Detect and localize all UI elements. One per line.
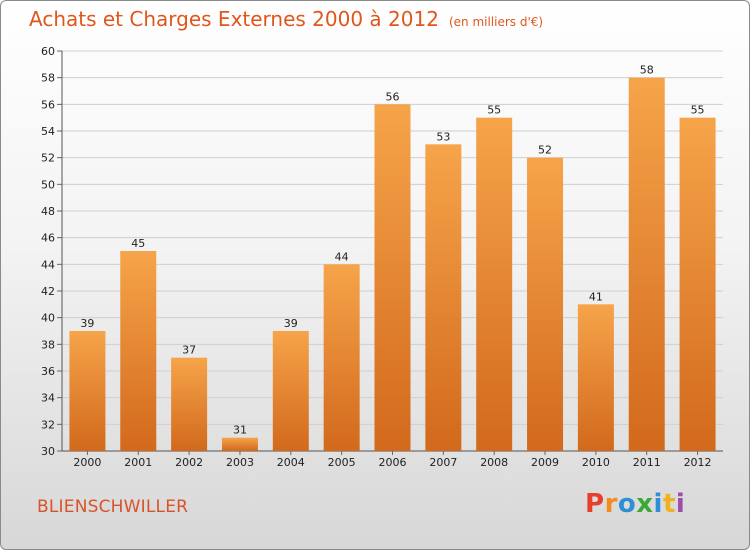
data-label: 52 <box>538 144 552 157</box>
data-label: 56 <box>386 90 400 103</box>
bar <box>272 331 309 451</box>
chart-title: Achats et Charges Externes 2000 à 2012 (e… <box>29 7 543 31</box>
x-tick-label: 2002 <box>175 456 203 469</box>
y-tick-label: 42 <box>41 285 55 298</box>
x-tick-label: 2000 <box>73 456 101 469</box>
data-label: 37 <box>182 344 196 357</box>
bar <box>476 117 513 452</box>
data-label: 53 <box>436 130 450 143</box>
proxiti-logo: Proxiti <box>585 489 685 519</box>
data-label: 31 <box>233 424 247 437</box>
x-tick-label: 2001 <box>124 456 152 469</box>
y-tick-label: 46 <box>41 232 55 245</box>
bar <box>527 157 564 451</box>
y-tick-label: 44 <box>41 258 55 271</box>
bar <box>679 117 716 452</box>
y-tick-label: 56 <box>41 98 55 111</box>
bar <box>577 304 614 451</box>
x-tick-label: 2003 <box>226 456 254 469</box>
logo-letter: i <box>675 489 686 519</box>
x-tick-label: 2009 <box>531 456 559 469</box>
bar <box>374 104 411 451</box>
logo-letter: P <box>585 489 605 519</box>
data-label: 55 <box>487 104 501 117</box>
data-label: 44 <box>335 250 349 263</box>
logo-letter: x <box>636 489 654 519</box>
bar <box>221 437 258 451</box>
x-tick-label: 2008 <box>480 456 508 469</box>
y-tick-label: 36 <box>41 365 55 378</box>
commune-name: BLIENSCHWILLER <box>37 497 189 517</box>
logo-letter: r <box>604 489 618 519</box>
y-tick-label: 34 <box>41 392 55 405</box>
y-tick-label: 48 <box>41 205 55 218</box>
bar <box>120 251 157 451</box>
data-label: 45 <box>131 237 145 250</box>
bar <box>171 357 208 451</box>
chart-unit: (en milliers d'€) <box>448 15 544 29</box>
x-tick-label: 2012 <box>684 456 712 469</box>
bar <box>69 331 106 451</box>
bar <box>628 77 665 452</box>
bar <box>323 264 360 451</box>
y-tick-label: 58 <box>41 72 55 85</box>
x-tick-label: 2007 <box>429 456 457 469</box>
y-tick-label: 52 <box>41 152 55 165</box>
bar <box>425 144 462 452</box>
x-tick-label: 2005 <box>328 456 356 469</box>
x-tick-label: 2011 <box>633 456 661 469</box>
y-tick-label: 50 <box>41 178 55 191</box>
y-tick-label: 32 <box>41 418 55 431</box>
logo-letter: i <box>653 489 663 519</box>
x-tick-label: 2010 <box>582 456 610 469</box>
y-tick-label: 40 <box>41 312 55 325</box>
logo-letter: o <box>617 489 637 519</box>
data-label: 39 <box>80 317 94 330</box>
y-tick-label: 38 <box>41 338 55 351</box>
chart-title-text: Achats et Charges Externes 2000 à 2012 <box>29 7 439 31</box>
y-tick-label: 60 <box>41 45 55 58</box>
logo-letter: t <box>662 489 676 519</box>
data-label: 41 <box>589 290 603 303</box>
y-tick-label: 54 <box>41 125 55 138</box>
y-tick-label: 30 <box>41 445 55 458</box>
x-tick-label: 2004 <box>277 456 305 469</box>
x-tick-label: 2006 <box>379 456 407 469</box>
data-label: 58 <box>640 64 654 77</box>
data-label: 55 <box>691 104 705 117</box>
data-label: 39 <box>284 317 298 330</box>
